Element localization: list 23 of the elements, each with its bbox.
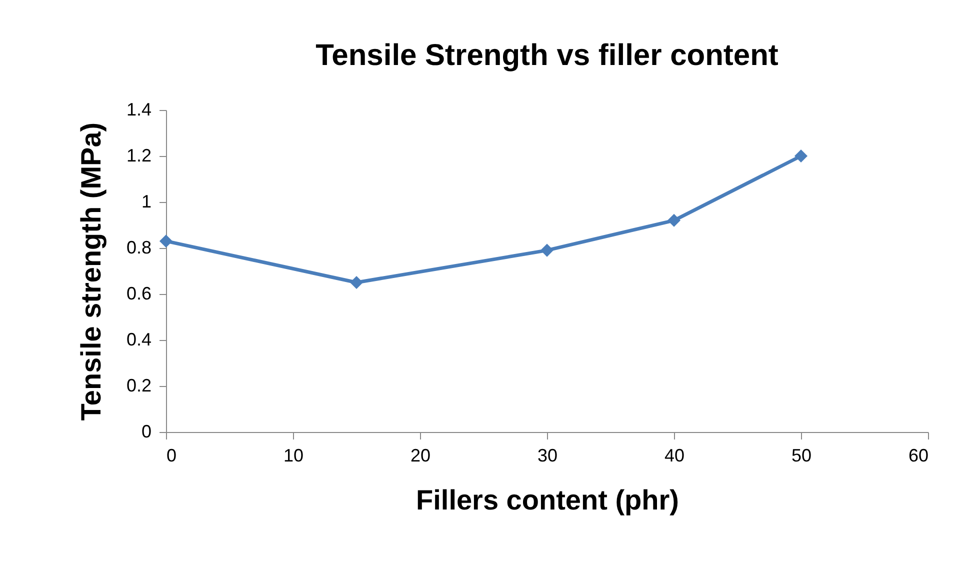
x-tick-label: 0	[166, 446, 177, 466]
y-tick-label: 1.2	[126, 146, 152, 166]
point	[667, 214, 681, 227]
x-tick-label: 40	[664, 446, 685, 466]
x-tick-label: 30	[537, 446, 558, 466]
y-axis-title: Tensile strength (MPa)	[75, 122, 106, 421]
x-tick-label: 50	[791, 446, 812, 466]
y-tick-label: 1.4	[126, 100, 152, 120]
x-tick-label: 20	[410, 446, 431, 466]
y-tick-label: 0	[141, 422, 152, 442]
chart-title: Tensile Strength vs filler content	[316, 39, 778, 72]
y-tick-label: 0.2	[126, 376, 152, 396]
y-tick-label: 1	[141, 192, 152, 212]
y-tick-label: 0.8	[126, 238, 152, 258]
point	[350, 276, 364, 290]
point	[794, 149, 808, 163]
point	[159, 234, 173, 248]
y-tick-label: 0.4	[126, 330, 152, 350]
x-tick-label: 10	[283, 446, 304, 466]
y-tick-label: 0.6	[126, 284, 152, 304]
point	[540, 244, 554, 257]
x-axis-title: Fillers content (phr)	[416, 484, 679, 516]
x-tick-label: 60	[908, 446, 928, 466]
